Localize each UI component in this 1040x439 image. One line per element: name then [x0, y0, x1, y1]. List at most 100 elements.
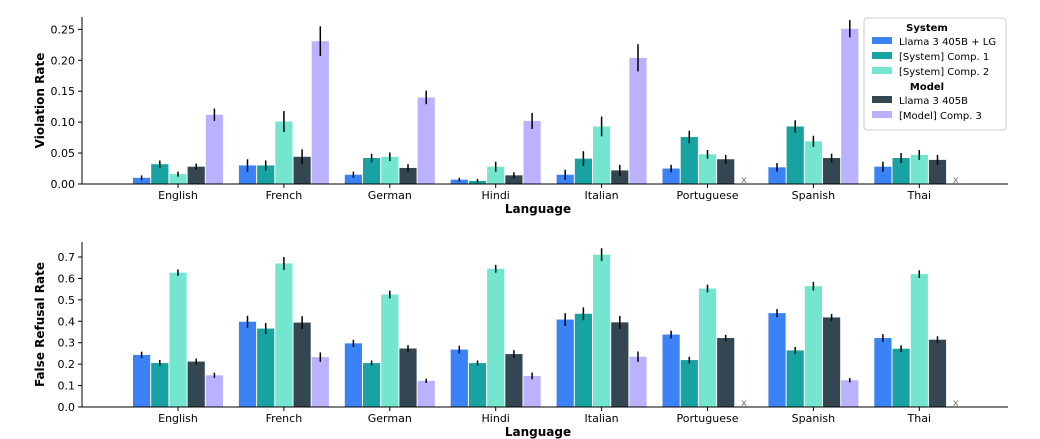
y-axis-label: False Refusal Rate: [33, 262, 47, 387]
bar-llama-3-405b-lg-thai: [874, 338, 892, 407]
bar-system-comp-2-english: [169, 272, 187, 407]
y-tick-label: 0.7: [58, 251, 76, 264]
bar-system-comp-1-english: [151, 363, 169, 407]
y-tick-label: 0.4: [58, 315, 76, 328]
y-tick-label: 0.20: [51, 54, 76, 67]
bar-system-comp-1-spanish: [786, 350, 804, 407]
bar-model-comp-3-french: [311, 41, 329, 184]
bar-llama-3-405b-french: [293, 322, 311, 407]
legend-group-title-system: System: [906, 23, 948, 34]
bar-llama-3-405b-lg-english: [133, 177, 151, 184]
bar-llama-3-405b-italian: [611, 170, 629, 184]
bar-system-comp-2-hindi: [487, 166, 505, 184]
y-tick-label: 0.2: [58, 358, 76, 371]
bar-llama-3-405b-english: [187, 361, 205, 407]
bar-model-comp-3-german: [417, 97, 435, 184]
x-tick-label-thai: Thai: [907, 189, 932, 202]
bar-system-comp-1-german: [363, 158, 381, 184]
bar-system-comp-2-portuguese: [698, 288, 717, 407]
bar-system-comp-1-spanish: [786, 126, 804, 184]
bar-llama-3-405b-thai: [928, 339, 947, 407]
missing-marker: x: [741, 175, 747, 186]
bar-llama-3-405b-lg-portuguese: [662, 168, 680, 184]
bar-system-comp-1-thai: [892, 158, 910, 184]
y-tick-label: 0.5: [58, 294, 76, 307]
bar-llama-3-405b-spanish: [823, 158, 841, 184]
x-tick-label-italian: Italian: [585, 189, 619, 202]
legend-label-llama-3-405b: Llama 3 405B: [899, 96, 968, 107]
false-refusal-rate-chart: x x 0.0 0.1 0.2 0.3 0.4 0.5 0.6 0.7 English French G…: [33, 242, 1008, 439]
x-axis-label: Language: [505, 202, 571, 216]
legend: System Llama 3 405B + LG [System] Comp. 1 […: [863, 17, 1007, 131]
bar-model-comp-3-italian: [629, 57, 647, 185]
bar-system-comp-2-portuguese: [698, 154, 717, 184]
bar-llama-3-405b-hindi: [505, 175, 523, 184]
bar-llama-3-405b-french: [293, 156, 311, 184]
y-tick-label: 0.15: [51, 85, 76, 98]
legend-swatch-llama-3-405b-lg: [872, 37, 892, 44]
bar-llama-3-405b-lg-spanish: [768, 167, 786, 184]
bar-llama-3-405b-lg-english: [133, 354, 151, 407]
bar-system-comp-2-spanish: [804, 286, 822, 407]
x-tick-label-hindi: Hindi: [482, 189, 510, 202]
bar-system-comp-1-french: [257, 165, 275, 184]
violation-rate-chart: x x 0.00 0.05 0.10 0.15 0.20 0.25 English French G…: [33, 17, 1008, 216]
missing-marker: x: [953, 398, 959, 409]
bar-model-comp-3-english: [205, 375, 223, 407]
bar-llama-3-405b-italian: [611, 322, 629, 407]
bar-llama-3-405b-lg-german: [344, 343, 362, 407]
x-tick-label-english: English: [158, 412, 198, 425]
legend-swatch-llama-3-405b: [872, 96, 892, 103]
y-tick-label: 0.6: [58, 272, 76, 285]
bar-system-comp-1-thai: [892, 348, 910, 407]
x-tick-label-french: French: [266, 412, 303, 425]
bar-llama-3-405b-portuguese: [717, 159, 735, 184]
bar-llama-3-405b-lg-french: [238, 321, 257, 407]
bar-system-comp-1-italian: [574, 158, 592, 184]
bar-llama-3-405b-lg-hindi: [450, 349, 468, 407]
bar-system-comp-1-italian: [574, 313, 592, 407]
bar-llama-3-405b-lg-french: [238, 165, 257, 184]
bar-system-comp-2-hindi: [487, 268, 505, 407]
legend-label-model-comp-3: [Model] Comp. 3: [899, 111, 982, 122]
bar-llama-3-405b-english: [187, 166, 205, 184]
bar-llama-3-405b-lg-thai: [874, 166, 892, 184]
bar-system-comp-2-italian: [593, 254, 611, 407]
bar-llama-3-405b-thai: [928, 159, 947, 184]
legend-swatch-system-comp-1: [872, 52, 892, 59]
bar-system-comp-1-french: [257, 328, 275, 407]
bar-model-comp-3-german: [417, 380, 435, 407]
y-tick-label: 0.3: [58, 337, 76, 350]
x-tick-label-french: French: [266, 189, 303, 202]
bar-system-comp-2-spanish: [804, 141, 822, 184]
x-tick-label-german: German: [368, 189, 412, 202]
bar-llama-3-405b-hindi: [505, 354, 523, 407]
x-tick-label-german: German: [368, 412, 412, 425]
bar-llama-3-405b-lg-spanish: [768, 313, 786, 407]
legend-label-llama-3-405b-lg: Llama 3 405B + LG: [899, 37, 996, 48]
bar-system-comp-1-portuguese: [680, 360, 698, 407]
bar-llama-3-405b-german: [399, 167, 417, 184]
x-tick-label-italian: Italian: [585, 412, 619, 425]
bar-system-comp-2-english: [169, 174, 187, 184]
bar-system-comp-2-thai: [910, 274, 928, 407]
missing-marker: x: [741, 398, 747, 409]
bar-llama-3-405b-lg-german: [344, 174, 362, 184]
bar-llama-3-405b-portuguese: [717, 338, 735, 407]
legend-frame: [863, 17, 1007, 131]
y-tick-label: 0.05: [51, 147, 76, 160]
bar-system-comp-2-german: [381, 156, 399, 184]
bar-system-comp-2-french: [275, 121, 293, 184]
bar-system-comp-2-italian: [593, 126, 611, 184]
legend-group-title-model: Model: [910, 82, 944, 93]
legend-swatch-model-comp-3: [872, 111, 892, 118]
x-tick-label-portuguese: Portuguese: [677, 189, 739, 202]
bar-llama-3-405b-lg-hindi: [450, 179, 468, 184]
x-tick-label-spanish: Spanish: [792, 412, 835, 425]
bar-system-comp-1-portuguese: [680, 136, 698, 184]
bar-model-comp-3-english: [205, 114, 223, 184]
bar-system-comp-2-thai: [910, 154, 928, 184]
y-tick-label: 0.0: [58, 401, 76, 414]
x-tick-label-portuguese: Portuguese: [677, 412, 739, 425]
